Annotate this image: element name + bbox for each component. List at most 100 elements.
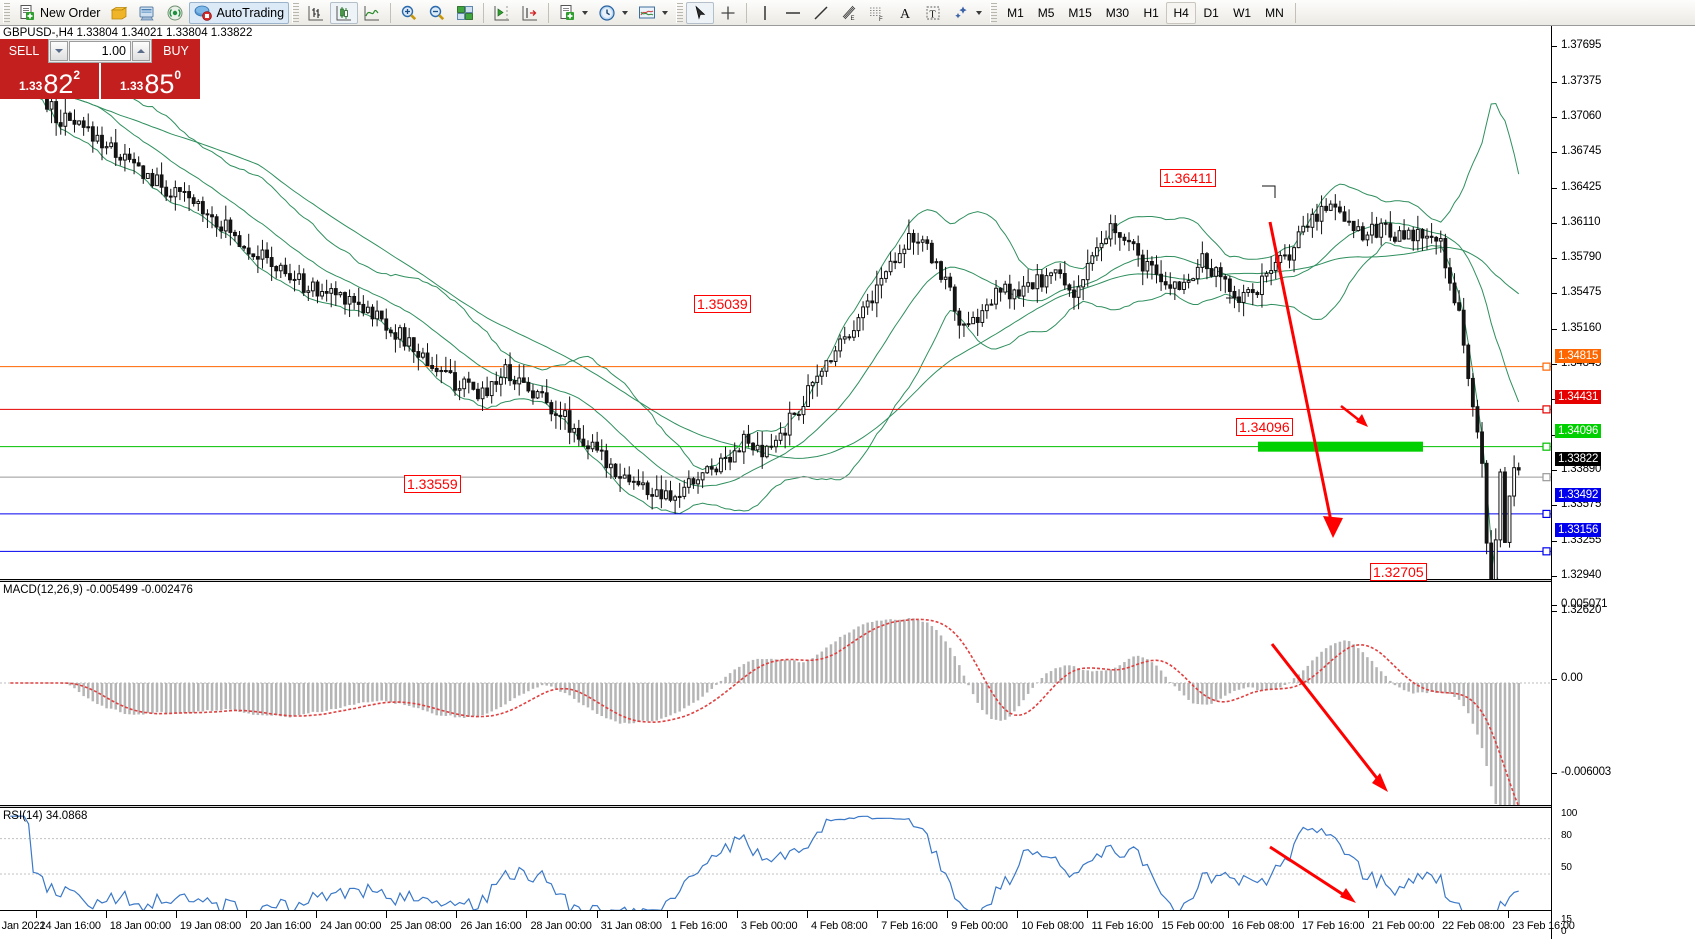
timeframe-button-h4[interactable]: H4 xyxy=(1166,1,1197,24)
history-icon xyxy=(111,6,128,19)
price-annotation-label[interactable]: 1.35039 xyxy=(694,295,751,313)
text-label-icon: T xyxy=(926,6,940,20)
pane-separator-macd[interactable] xyxy=(0,579,1695,582)
toolbar-grip-3[interactable] xyxy=(676,2,684,23)
timeframe-button-w1[interactable]: W1 xyxy=(1233,5,1252,20)
data-window-button[interactable] xyxy=(133,2,161,24)
crosshair-button[interactable] xyxy=(714,2,742,24)
autotrading-label: AutoTrading xyxy=(216,5,285,20)
time-axis-label: 3 Feb 00:00 xyxy=(740,920,798,932)
price-annotation-label[interactable]: 1.36411 xyxy=(1160,169,1216,187)
shapes-button[interactable] xyxy=(947,2,987,24)
timeframe-button-d1[interactable]: D1 xyxy=(1203,5,1219,20)
new-order-button[interactable]: New Order xyxy=(13,2,105,24)
trendline-button[interactable] xyxy=(807,2,835,24)
autotrading-button[interactable]: AutoTrading xyxy=(189,1,290,24)
one-click-trading-panel[interactable]: SELL 1.00 BUY 1.33 82 2 xyxy=(0,39,200,99)
zoom-in-icon xyxy=(401,5,417,20)
bar-chart-button[interactable] xyxy=(302,2,330,24)
timeframe-button-mn[interactable]: MN xyxy=(1265,5,1284,20)
toolbar-grip-2[interactable] xyxy=(292,2,300,23)
chart-shift-button[interactable] xyxy=(488,2,516,24)
shapes-dropdown-caret[interactable] xyxy=(976,10,983,15)
text-label-button[interactable]: T xyxy=(919,2,947,24)
rsi-tick-label: 15 xyxy=(1561,914,1572,925)
time-axis-label: 24 Jan 00:00 xyxy=(320,920,382,932)
period-dropdown-caret[interactable] xyxy=(622,10,629,15)
price-annotation-label[interactable]: 1.34096 xyxy=(1236,418,1293,436)
price-tick-label: 1.32620 xyxy=(1561,604,1602,616)
price-tick-label: 1.37375 xyxy=(1561,75,1602,87)
price-scale[interactable]: 1.37695 1.37375 1.37060 1.36745 1.36425 1.361… xyxy=(1551,26,1695,939)
new-order-label: New Order xyxy=(40,5,101,20)
auto-scroll-button[interactable] xyxy=(516,2,544,24)
toolbar-grip-4[interactable] xyxy=(990,2,998,23)
timeframe-toolbar: M1 M5 M15 M30 H1 H4 D1 W1 MN xyxy=(1000,1,1300,24)
time-separator xyxy=(1438,911,1440,918)
timeframe-button-m5[interactable]: M5 xyxy=(1037,5,1055,20)
bid-price-display[interactable]: 1.33 82 2 xyxy=(0,63,99,99)
price-level-badge[interactable]: 1.34815 xyxy=(1555,349,1602,363)
macd-tick-label: 0.00 xyxy=(1561,672,1583,684)
zoom-in-button[interactable] xyxy=(395,2,423,24)
volume-decrement-button[interactable] xyxy=(50,41,68,61)
time-separator xyxy=(736,911,738,918)
bid-price-sup: 2 xyxy=(73,68,81,82)
templates-button[interactable] xyxy=(553,2,593,24)
volume-control[interactable]: 1.00 xyxy=(48,39,152,63)
volume-input[interactable]: 1.00 xyxy=(69,41,131,61)
timeframe-button-m15[interactable]: M15 xyxy=(1068,5,1092,20)
time-scale[interactable]: Jan 2022 14 Jan 16:00 18 Jan 00:00 19 Jan 0… xyxy=(0,910,1575,939)
sell-button[interactable]: SELL xyxy=(0,39,48,63)
price-level-badge[interactable]: 1.34431 xyxy=(1555,390,1602,404)
volume-increment-button[interactable] xyxy=(132,41,150,61)
line-chart-button[interactable] xyxy=(358,2,386,24)
price-chart-canvas[interactable] xyxy=(0,26,1551,582)
text-button[interactable]: A xyxy=(891,2,919,24)
equidistant-channel-button[interactable]: E xyxy=(835,2,863,24)
price-level-badge[interactable]: 1.33822 xyxy=(1555,452,1602,466)
rsi-chart-canvas[interactable] xyxy=(0,809,1551,910)
fibonacci-button[interactable]: F xyxy=(863,2,891,24)
price-level-badge[interactable]: 1.34096 xyxy=(1555,424,1602,438)
chart-window[interactable]: GBPUSD-,H4 1.33804 1.34021 1.33804 1.338… xyxy=(0,26,1695,939)
zoom-out-button[interactable] xyxy=(423,2,451,24)
time-axis-label: 17 Feb 16:00 xyxy=(1301,920,1365,932)
horizontal-line-button[interactable] xyxy=(779,2,807,24)
timeframe-button-m30[interactable]: M30 xyxy=(1105,5,1130,20)
candlestick-chart-button[interactable] xyxy=(330,1,359,24)
macd-chart-canvas[interactable] xyxy=(0,583,1551,805)
time-axis-label: 15 Feb 00:00 xyxy=(1161,920,1225,932)
time-axis-label: 26 Jan 16:00 xyxy=(460,920,522,932)
price-annotation-label[interactable]: 1.33559 xyxy=(404,475,461,493)
price-level-badge[interactable]: 1.33492 xyxy=(1555,488,1602,502)
shapes-icon xyxy=(955,6,967,18)
trendline-icon xyxy=(814,5,828,20)
main-toolbar: New Order xyxy=(0,0,1695,26)
ask-price-display[interactable]: 1.33 85 0 xyxy=(99,63,200,99)
macd-pane[interactable]: MACD(12,26,9) -0.005499 -0.002476 xyxy=(0,583,1551,805)
price-pane[interactable]: GBPUSD-,H4 1.33804 1.34021 1.33804 1.338… xyxy=(0,26,1551,582)
pane-separator-rsi[interactable] xyxy=(0,805,1695,808)
ask-price-sup: 0 xyxy=(174,68,182,82)
signals-button[interactable] xyxy=(161,2,189,24)
time-axis-label: Jan 2022 xyxy=(1,920,46,932)
time-separator xyxy=(1367,911,1369,918)
buy-button[interactable]: BUY xyxy=(152,39,200,63)
rsi-pane[interactable]: RSI(14) 34.0868 xyxy=(0,809,1551,910)
toolbar-grip[interactable] xyxy=(3,2,10,23)
indicators-dropdown-caret[interactable] xyxy=(662,10,669,15)
history-button[interactable] xyxy=(105,2,133,24)
price-annotation-label[interactable]: 1.32705 xyxy=(1370,563,1427,581)
templates-dropdown-caret[interactable] xyxy=(582,10,589,15)
svg-text:F: F xyxy=(879,17,883,22)
timeframe-button-m1[interactable]: M1 xyxy=(1007,5,1024,20)
timeframe-button-h1[interactable]: H1 xyxy=(1143,5,1159,20)
tile-windows-button[interactable] xyxy=(451,2,479,24)
time-axis-label: 7 Feb 16:00 xyxy=(881,920,938,932)
price-level-badge[interactable]: 1.33156 xyxy=(1555,523,1602,537)
cursor-button[interactable] xyxy=(686,1,715,24)
vertical-line-button[interactable] xyxy=(751,2,779,24)
period-separators-button[interactable] xyxy=(593,2,633,24)
indicators-button[interactable] xyxy=(633,2,673,24)
